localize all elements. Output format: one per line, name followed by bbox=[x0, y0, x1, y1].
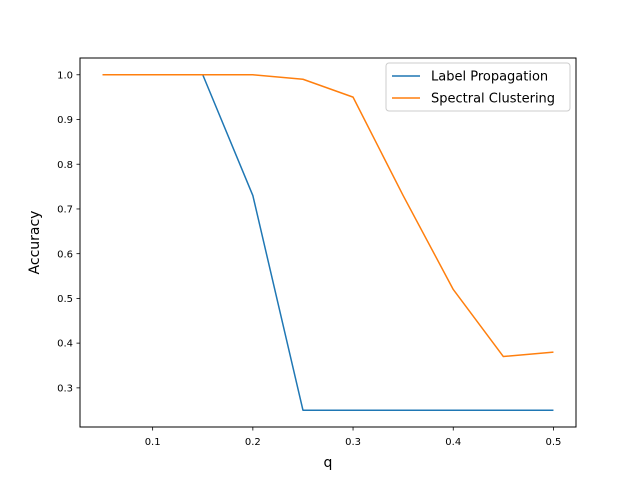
series-line-2 bbox=[102, 74, 554, 358]
x-axis-ticks: 0.1 0.2 0.3 0.4 0.5 bbox=[145, 427, 562, 448]
legend-label-1: Label Propagation bbox=[431, 70, 548, 85]
y-tick-label: 0.6 bbox=[57, 249, 73, 260]
y-axis-ticks: 0.3 0.4 0.5 0.6 0.7 0.8 0.9 1.0 bbox=[57, 70, 80, 394]
x-axis-label: q bbox=[324, 455, 333, 471]
y-tick-label: 0.5 bbox=[57, 294, 73, 305]
plot-frame bbox=[79, 57, 577, 428]
y-tick-label: 0.8 bbox=[57, 160, 73, 171]
x-tick-label: 0.4 bbox=[445, 437, 461, 448]
legend-box bbox=[385, 62, 571, 112]
x-tick-label: 0.3 bbox=[345, 437, 361, 448]
y-tick-label: 1.0 bbox=[57, 70, 73, 81]
series-layer bbox=[102, 74, 554, 411]
legend: Label Propagation Spectral Clustering bbox=[385, 62, 571, 112]
y-axis-label: Accuracy bbox=[27, 211, 43, 275]
x-tick-label: 0.2 bbox=[245, 437, 261, 448]
y-tick-label: 0.3 bbox=[57, 383, 73, 394]
plot-background bbox=[80, 58, 576, 427]
y-tick-label: 0.7 bbox=[57, 205, 73, 216]
x-tick-label: 0.5 bbox=[546, 437, 562, 448]
x-tick-label: 0.1 bbox=[145, 437, 161, 448]
y-tick-label: 0.4 bbox=[57, 339, 73, 350]
legend-label-2: Spectral Clustering bbox=[431, 92, 555, 107]
y-tick-label: 0.9 bbox=[57, 115, 73, 126]
